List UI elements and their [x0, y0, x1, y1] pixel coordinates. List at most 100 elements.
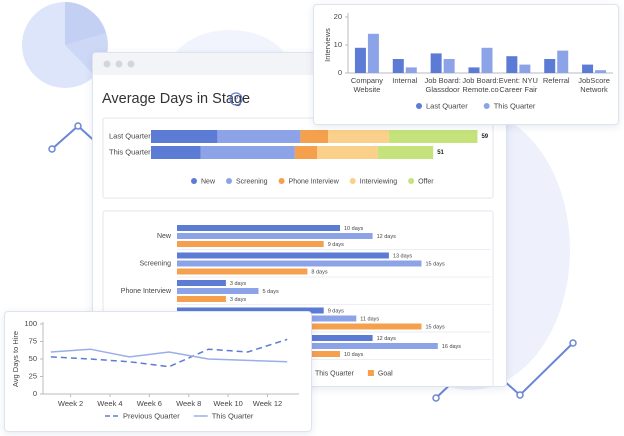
y-axis-label: Avg Days to Hire — [11, 331, 20, 387]
category-label: Screening — [139, 260, 171, 267]
y-tick-label: 10 — [334, 40, 342, 49]
hire-card: Avg Days to Hire 0 25 50 75 100 Week 2 Week 4 W… — [4, 311, 312, 432]
y-tick-label: 0 — [338, 68, 342, 77]
x-tick-label: Week 8 — [176, 399, 201, 408]
bar-segment — [151, 130, 218, 143]
x-tick-label: Week 10 — [213, 399, 242, 408]
y-tick-label: 100 — [24, 319, 37, 328]
point-decoration — [432, 394, 440, 402]
interviews-card: Interviews 0 10 20 Last Quarter This Quarter… — [313, 4, 619, 125]
value-label: 12 days — [377, 234, 397, 240]
legend-swatch — [416, 103, 422, 109]
bar — [177, 241, 324, 247]
bar — [405, 67, 417, 73]
legend-swatch — [483, 103, 490, 109]
value-label: 8 days — [311, 269, 327, 275]
x-tick-label: Week 2 — [58, 399, 83, 408]
bar — [354, 47, 366, 73]
bar — [595, 70, 607, 73]
y-tick-label: 25 — [29, 371, 37, 380]
x-tick-label: Company Website — [350, 76, 383, 94]
bar — [177, 280, 226, 286]
value-label: 12 days — [377, 336, 397, 342]
y-tick-label: 50 — [29, 354, 37, 363]
x-tick-label: JobScore Network — [578, 76, 610, 94]
bar-segment — [217, 130, 301, 143]
bar — [177, 233, 373, 239]
value-label: 15 days — [426, 324, 446, 330]
value-label: 16 days — [442, 344, 462, 350]
value-label: 5 days — [263, 289, 279, 295]
chart-title: Average Days in Stage — [102, 91, 250, 107]
point-decoration — [48, 145, 56, 153]
legend-swatch — [226, 178, 233, 184]
bar — [177, 268, 308, 275]
x-tick-label: Job Board: Remote.co — [462, 76, 499, 94]
bar — [544, 59, 556, 73]
bar — [177, 307, 324, 314]
bar — [367, 33, 379, 73]
bar — [481, 47, 493, 73]
bar — [443, 59, 455, 73]
bar-segment — [294, 146, 317, 159]
line — [50, 338, 288, 368]
legend-label: Previous Quarter — [123, 411, 180, 420]
legend-label: This Quarter — [212, 411, 254, 420]
y-tick-label: 75 — [29, 336, 37, 345]
bar-segment — [388, 130, 478, 143]
legend-swatch — [349, 178, 356, 184]
legend-label: Last Quarter — [426, 101, 468, 110]
legend-label: Goal — [378, 370, 393, 377]
total-label: 51 — [437, 150, 444, 156]
legend-label: New — [201, 178, 216, 185]
total-label: 59 — [481, 134, 488, 140]
bar — [177, 288, 259, 294]
y-tick-label: 20 — [334, 12, 342, 21]
window-dot — [115, 60, 123, 68]
value-label: 9 days — [328, 308, 344, 314]
legend-swatch — [408, 178, 415, 184]
value-label: 11 days — [360, 316, 379, 322]
x-tick-label: Job Board: Glassdoor — [424, 76, 461, 94]
bar — [177, 296, 226, 302]
legend-swatch — [367, 370, 374, 376]
bar-segment — [300, 130, 329, 143]
category-label: Last Quarter — [109, 131, 151, 140]
x-tick-label: Week 4 — [97, 399, 122, 408]
help-icon-mark: ? — [234, 95, 239, 104]
value-label: 9 days — [328, 242, 344, 248]
x-tick-label: Event: NYU Career Fair — [498, 76, 538, 94]
bar-segment — [377, 146, 434, 159]
category-label: This Quarter — [109, 147, 151, 156]
bar — [468, 67, 480, 73]
window-dot — [103, 60, 111, 68]
category-label: Phone Interview — [121, 288, 172, 295]
bar — [177, 252, 389, 259]
help-icon[interactable] — [229, 92, 243, 106]
legend-label: This Quarter — [494, 101, 536, 110]
bar — [177, 260, 422, 267]
bar — [430, 53, 442, 73]
line — [50, 348, 288, 363]
bar-segment — [317, 146, 378, 159]
value-label: 10 days — [344, 226, 364, 232]
legend-swatch — [278, 178, 285, 184]
value-label: 3 days — [230, 297, 246, 303]
y-tick-label: 0 — [33, 389, 37, 398]
x-tick-label: Week 12 — [253, 399, 282, 408]
hire-chart: Avg Days to Hire 0 25 50 75 100 Week 2 Week 4 W… — [11, 319, 299, 420]
bar-segment — [200, 146, 295, 159]
bar-segment — [328, 130, 389, 143]
bar — [582, 64, 594, 73]
x-tick-label: Internal — [392, 76, 418, 85]
bar — [392, 59, 404, 73]
point-decoration — [569, 339, 577, 347]
pie-slice-decoration — [65, 2, 106, 45]
value-label: 15 days — [426, 261, 446, 267]
bar-segment — [151, 146, 201, 159]
legend-label: Phone Interview — [289, 178, 340, 185]
x-tick-label: Referral — [542, 76, 570, 85]
legend-label: Interviewing — [360, 178, 397, 185]
bar — [557, 50, 569, 73]
